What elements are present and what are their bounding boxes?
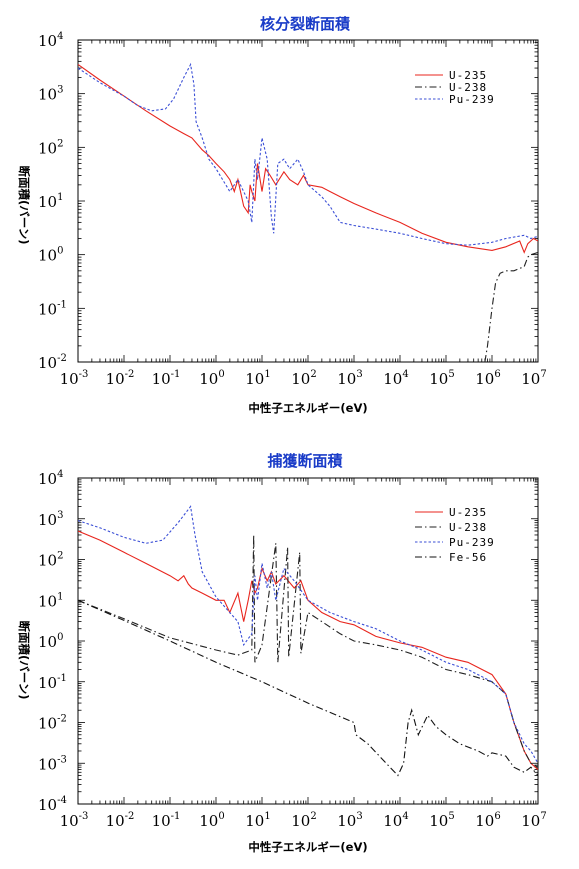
y-tick-label: 104 bbox=[38, 31, 63, 50]
x-tick-label: 102 bbox=[291, 811, 316, 830]
x-axis-label: 中性子エネルギー(eV) bbox=[248, 401, 367, 415]
y-tick-label: 101 bbox=[38, 192, 63, 211]
x-tick-label: 10-3 bbox=[60, 369, 89, 388]
x-tick-label: 104 bbox=[383, 811, 408, 830]
legend: U-235 U-238 Pu-239 Fe-56 bbox=[415, 506, 495, 564]
x-tick-label: 105 bbox=[429, 369, 454, 388]
chart-title: 核分裂断面積 bbox=[260, 15, 351, 33]
legend-label: Fe-56 bbox=[449, 551, 487, 564]
chart-title: 捕獲断面積 bbox=[267, 452, 343, 470]
x-tick-label: 102 bbox=[291, 369, 316, 388]
y-tick-label: 102 bbox=[38, 551, 63, 570]
y-tick-label: 10-3 bbox=[38, 754, 67, 773]
x-tick-label: 101 bbox=[245, 369, 270, 388]
x-tick-label: 104 bbox=[383, 369, 408, 388]
series-line-u-238 bbox=[78, 534, 538, 768]
x-tick-label: 10-2 bbox=[106, 811, 135, 830]
series-lines bbox=[78, 62, 538, 362]
x-tick-label: 10-1 bbox=[152, 369, 181, 388]
x-axis-label: 中性子エネルギー(eV) bbox=[248, 840, 367, 854]
y-tick-label: 102 bbox=[38, 138, 63, 157]
x-tick-label: 107 bbox=[521, 811, 546, 830]
fission-cross-section-chart: 核分裂断面積 10-3 10-2 10-1 100 101 102 103 104 105 106… bbox=[17, 15, 547, 415]
y-tick-label: 100 bbox=[38, 632, 63, 651]
x-tick-label: 107 bbox=[521, 369, 546, 388]
series-line-fe-56 bbox=[78, 599, 538, 777]
capture-cross-section-chart: 捕獲断面積 10-3 10-2 10-1 100 101 102 103 104 105 106 1… bbox=[17, 452, 547, 854]
legend-label: U-238 bbox=[449, 521, 487, 534]
legend-label: U-238 bbox=[449, 81, 487, 94]
x-tick-label: 103 bbox=[337, 369, 362, 388]
x-tick-label: 101 bbox=[245, 811, 270, 830]
x-tick-label: 10-2 bbox=[106, 369, 135, 388]
x-tick-label: 106 bbox=[475, 369, 500, 388]
legend-label: U-235 bbox=[449, 69, 487, 82]
x-tick-label: 10-3 bbox=[60, 811, 89, 830]
y-axis-label: 断面積(バーン) bbox=[17, 621, 31, 700]
y-tick-label: 103 bbox=[38, 85, 63, 104]
y-tick-label: 100 bbox=[38, 246, 63, 265]
x-tick-label: 100 bbox=[199, 811, 224, 830]
series-line-pu-239 bbox=[78, 505, 538, 764]
series-line-u-235 bbox=[78, 64, 538, 254]
y-tick-label: 10-1 bbox=[38, 299, 67, 318]
y-tick-label: 10-2 bbox=[38, 353, 67, 372]
axis-ticks: 10-3 10-2 10-1 100 101 102 103 104 105 106 107 10-4… bbox=[38, 469, 547, 830]
x-tick-label: 103 bbox=[337, 811, 362, 830]
y-tick-label: 104 bbox=[38, 469, 63, 488]
x-tick-label: 105 bbox=[429, 811, 454, 830]
legend-label: Pu-239 bbox=[449, 536, 495, 549]
y-tick-label: 10-2 bbox=[38, 714, 67, 733]
series-lines bbox=[78, 505, 538, 777]
y-tick-label: 101 bbox=[38, 591, 63, 610]
series-line-u-238 bbox=[484, 251, 538, 362]
y-tick-label: 10-4 bbox=[38, 795, 67, 814]
legend-label: Pu-239 bbox=[449, 93, 495, 106]
legend-label: U-235 bbox=[449, 506, 487, 519]
series-line-pu-239 bbox=[78, 62, 538, 246]
y-tick-label: 103 bbox=[38, 510, 63, 529]
y-axis-label: 断面積(バーン) bbox=[17, 166, 31, 245]
x-tick-label: 10-1 bbox=[152, 811, 181, 830]
x-tick-label: 100 bbox=[199, 369, 224, 388]
y-tick-label: 10-1 bbox=[38, 673, 67, 692]
x-tick-label: 106 bbox=[475, 811, 500, 830]
series-line-u-235 bbox=[78, 530, 538, 771]
axis-ticks: 10-3 10-2 10-1 100 101 102 103 104 105 106 10710-2… bbox=[38, 31, 547, 388]
